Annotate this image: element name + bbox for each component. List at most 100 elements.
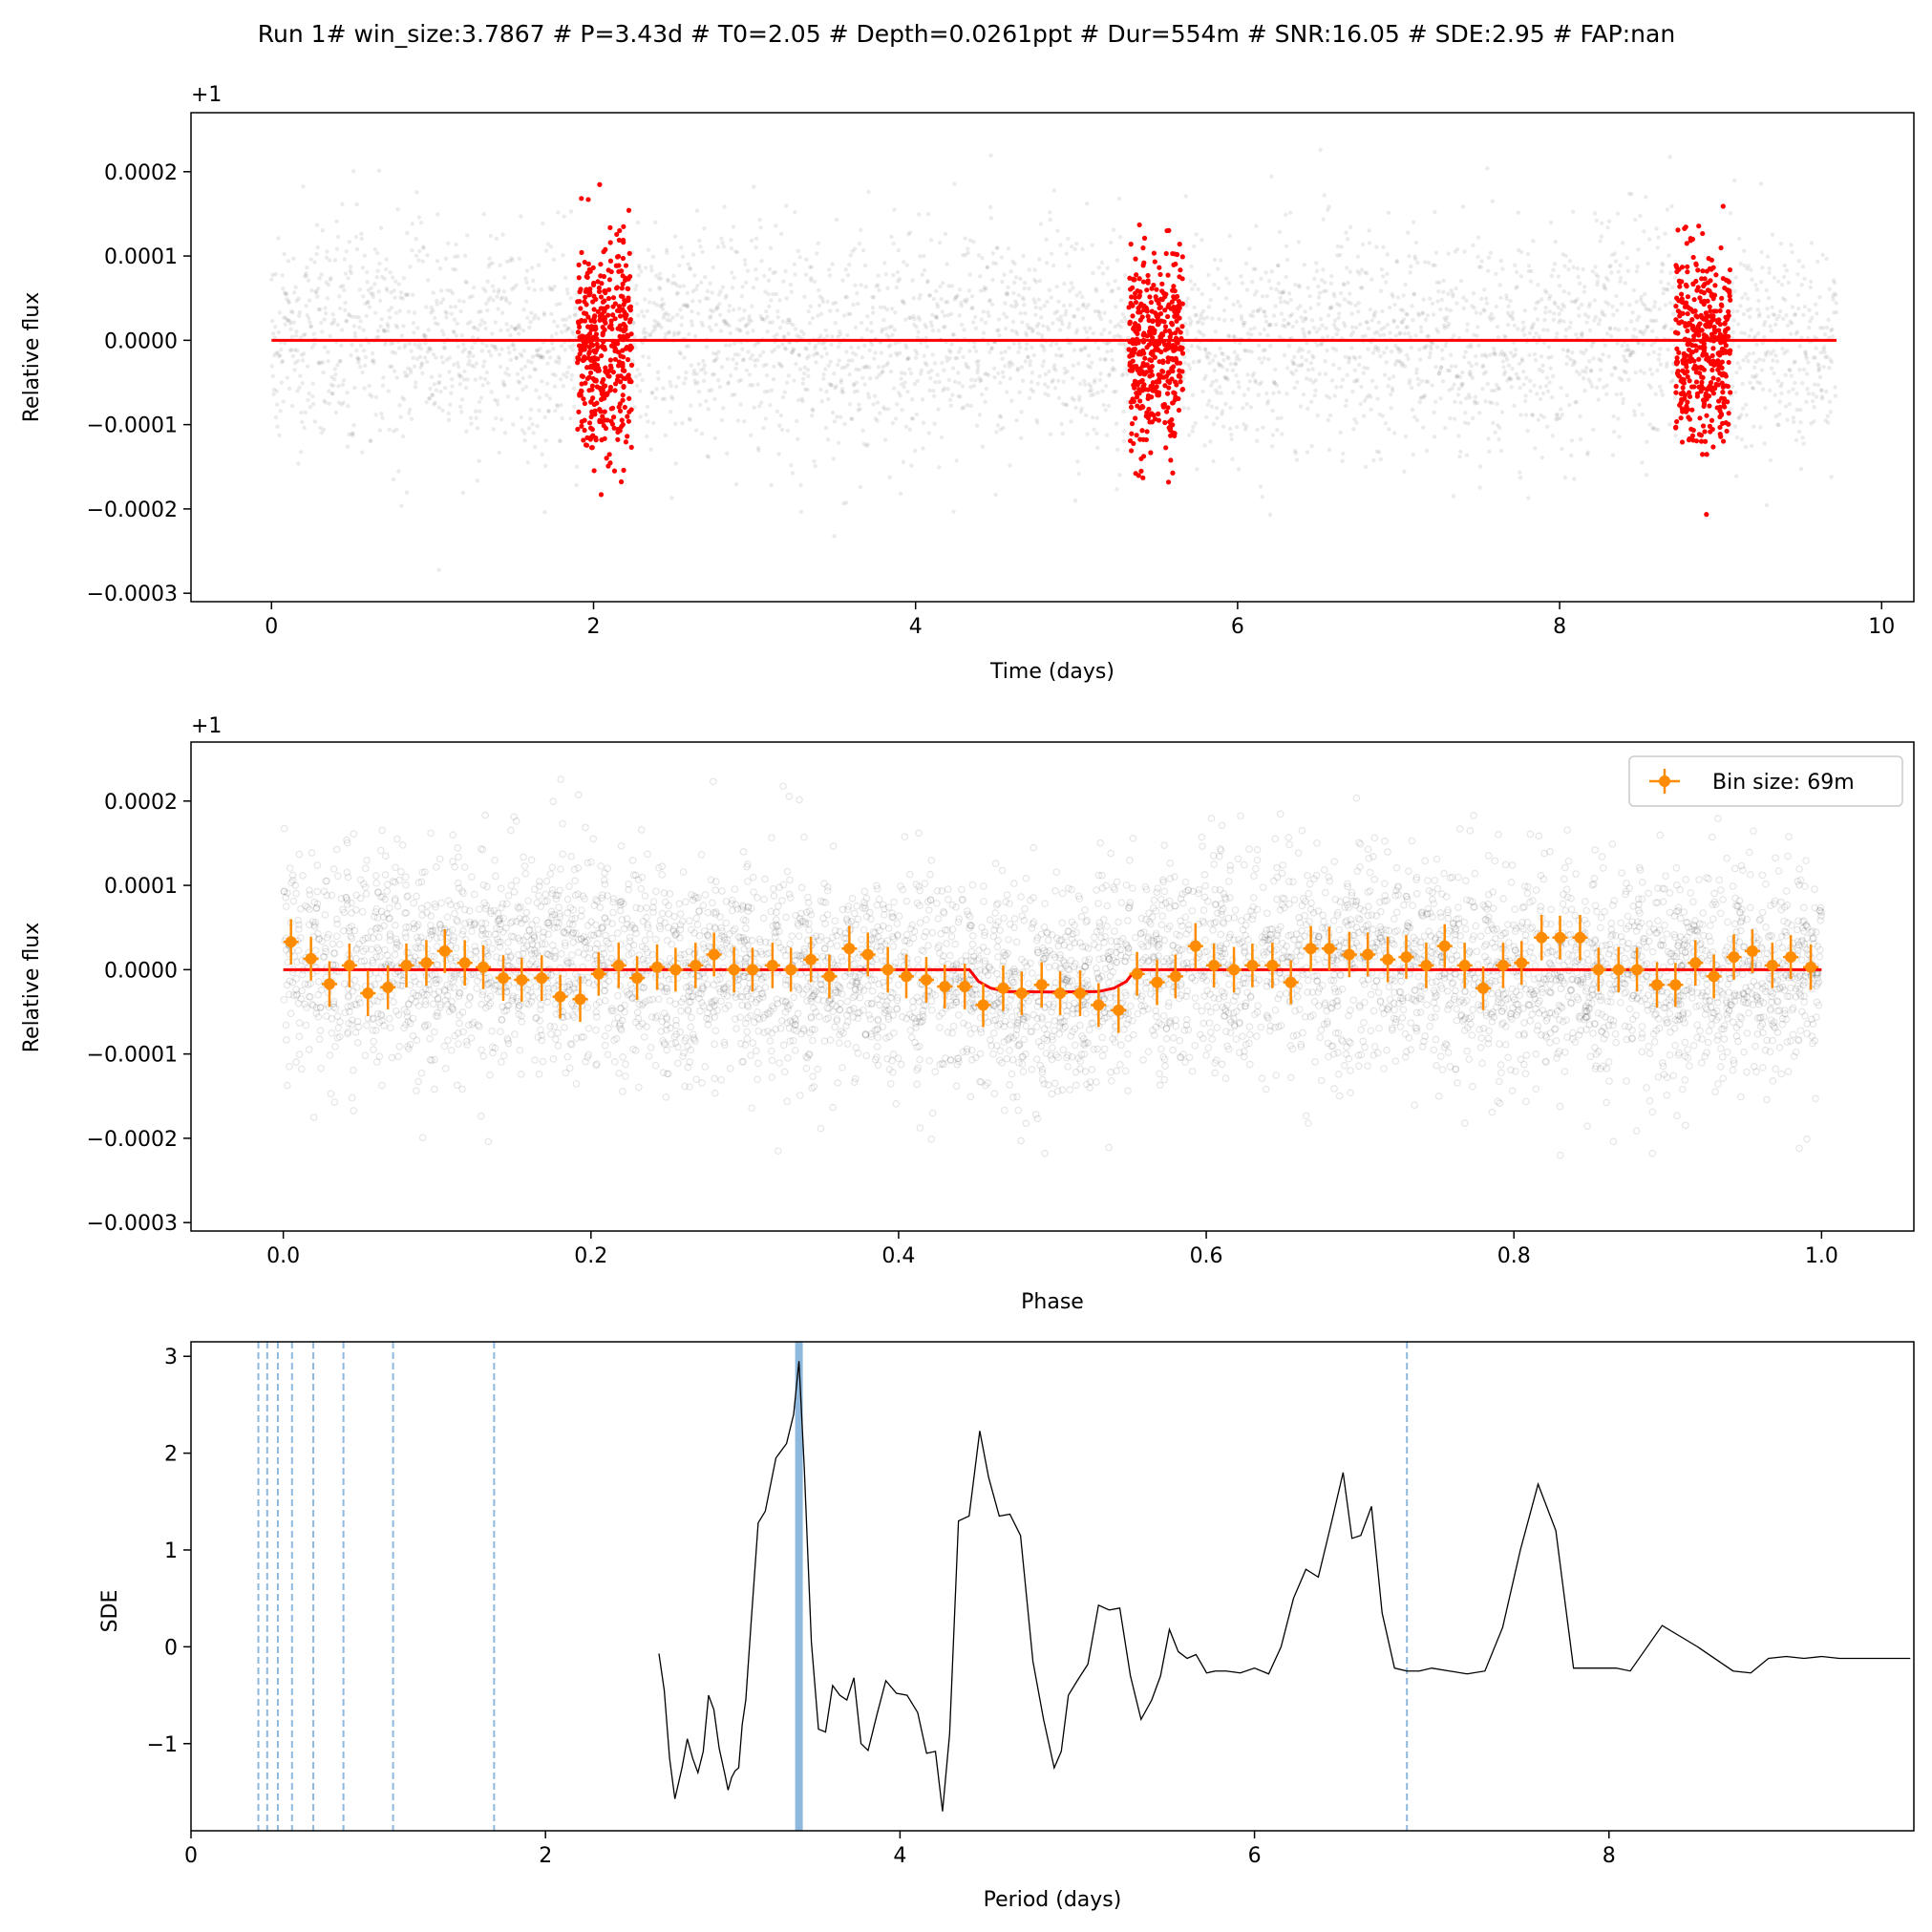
data-point <box>782 334 787 339</box>
data-point <box>534 388 539 393</box>
data-point <box>810 407 815 412</box>
data-point <box>1013 329 1018 334</box>
transit-point <box>1673 383 1679 390</box>
data-point <box>1338 252 1343 258</box>
data-point <box>1582 285 1587 289</box>
data-point <box>1625 347 1630 352</box>
data-point <box>1115 487 1119 492</box>
data-point <box>546 409 551 414</box>
data-point <box>1229 436 1234 442</box>
transit-point <box>1143 414 1149 419</box>
data-point <box>1466 393 1472 397</box>
data-point <box>504 322 509 327</box>
transit-point <box>608 343 615 349</box>
data-point <box>728 373 733 378</box>
data-point <box>448 402 453 407</box>
data-point <box>1348 301 1353 307</box>
data-point <box>1013 299 1018 304</box>
data-point <box>865 392 871 396</box>
data-point <box>1506 304 1511 308</box>
data-point <box>1487 315 1492 320</box>
transit-point <box>605 391 610 396</box>
data-point <box>1626 348 1631 352</box>
transit-point <box>603 369 608 374</box>
data-point <box>338 284 344 289</box>
data-point <box>1412 254 1417 259</box>
data-point <box>640 309 645 314</box>
data-point <box>506 345 511 350</box>
transit-point <box>1151 250 1157 256</box>
data-point <box>1189 344 1195 349</box>
data-point <box>920 397 925 402</box>
transit-point <box>1134 272 1139 278</box>
transit-point <box>594 400 600 406</box>
data-point <box>759 259 764 264</box>
data-point <box>516 379 520 384</box>
data-point <box>1799 282 1804 287</box>
transit-point <box>1681 351 1687 357</box>
data-point <box>1201 316 1206 321</box>
transit-point <box>1141 260 1147 265</box>
data-point <box>1824 256 1829 262</box>
data-point <box>371 294 376 299</box>
data-point <box>931 388 936 393</box>
data-point <box>484 370 490 375</box>
data-point <box>780 319 785 324</box>
data-point <box>304 271 308 276</box>
transit-point <box>585 197 591 202</box>
transit-point <box>610 304 616 309</box>
data-point <box>885 360 891 366</box>
data-point <box>1543 384 1549 389</box>
data-point <box>1625 268 1631 273</box>
data-point <box>1631 409 1637 414</box>
data-point <box>281 287 286 291</box>
data-point <box>1110 288 1115 293</box>
transit-point <box>612 356 619 362</box>
data-point <box>1227 333 1232 339</box>
data-point <box>538 346 542 351</box>
data-point <box>651 324 657 329</box>
data-point <box>1474 361 1479 367</box>
data-point <box>381 328 386 332</box>
data-point <box>1641 342 1645 347</box>
data-point <box>725 322 730 327</box>
data-point <box>1655 245 1660 250</box>
data-point <box>1320 323 1325 328</box>
data-point <box>551 346 556 351</box>
transit-point <box>581 437 586 443</box>
data-point <box>1485 268 1491 273</box>
data-point <box>1343 403 1348 409</box>
data-point <box>1431 341 1435 346</box>
data-point <box>1378 353 1383 359</box>
data-point <box>452 329 456 335</box>
data-point <box>1275 415 1280 421</box>
data-point <box>489 390 494 394</box>
data-point <box>1574 399 1579 405</box>
data-point <box>790 350 795 354</box>
data-point <box>366 299 371 304</box>
data-point <box>831 456 837 461</box>
data-point <box>987 297 992 303</box>
data-point <box>536 263 541 267</box>
data-point <box>1834 292 1838 298</box>
data-point <box>1112 368 1117 372</box>
data-point <box>1097 310 1102 315</box>
transit-point <box>1710 391 1717 396</box>
data-point <box>1407 254 1412 259</box>
data-point <box>1247 246 1252 251</box>
data-point <box>673 461 678 466</box>
data-point <box>734 327 739 331</box>
data-point <box>1062 371 1068 375</box>
data-point <box>1476 265 1481 269</box>
transit-point <box>576 324 583 329</box>
data-point <box>1263 348 1267 352</box>
data-point <box>1399 320 1404 325</box>
data-point <box>904 345 909 350</box>
data-point <box>1582 350 1586 356</box>
data-point <box>853 283 858 287</box>
data-point <box>1610 304 1615 309</box>
data-point <box>977 375 982 381</box>
data-point <box>1277 390 1282 394</box>
transit-point <box>601 248 606 255</box>
data-point <box>1734 370 1739 375</box>
